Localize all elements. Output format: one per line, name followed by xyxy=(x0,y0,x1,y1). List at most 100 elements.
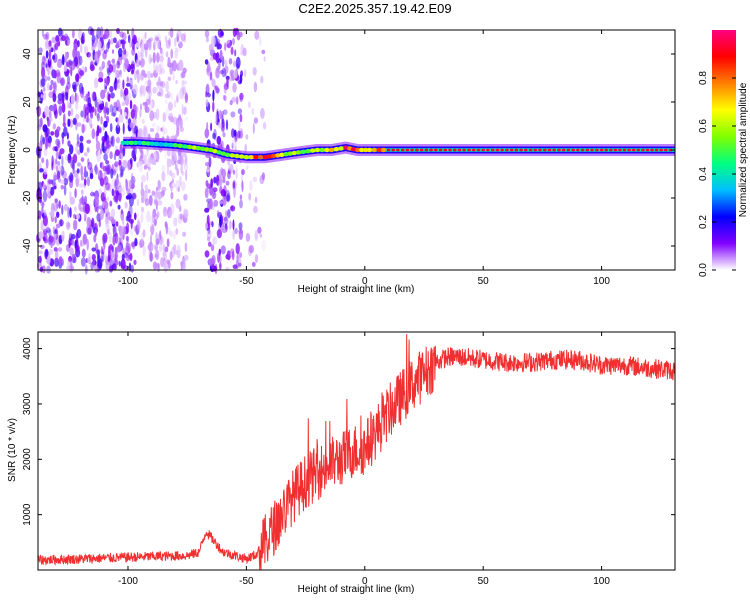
heatmap-cell xyxy=(221,56,225,68)
heatmap-cell xyxy=(232,228,235,240)
heatmap-cell xyxy=(39,266,43,272)
heatmap-cell xyxy=(164,35,168,43)
heatmap-cell xyxy=(225,180,230,186)
heatmap-cell xyxy=(251,107,255,115)
heatmap-cell xyxy=(207,227,211,235)
heatmap-cell xyxy=(61,136,64,145)
heatmap-cell xyxy=(75,175,80,185)
heatmap-cell xyxy=(168,210,174,219)
heatmap-cell xyxy=(112,37,117,44)
heatmap-cell xyxy=(142,125,147,137)
heatmap-cell xyxy=(120,165,124,176)
heatmap-cell xyxy=(72,84,77,93)
heatmap-cell xyxy=(95,249,101,255)
ridge-point xyxy=(609,148,613,152)
ridge-point xyxy=(283,152,289,157)
ridge-point xyxy=(371,147,377,153)
heatmap-cell xyxy=(232,169,236,175)
heatmap-cell xyxy=(168,37,171,46)
heatmap-cell xyxy=(116,136,120,144)
heatmap-cell xyxy=(205,36,209,43)
heatmap-cell xyxy=(43,236,46,241)
heatmap-cell xyxy=(100,116,103,125)
heatmap-cell xyxy=(156,125,160,133)
heatmap-cell xyxy=(99,177,105,187)
heatmap-cell xyxy=(143,43,147,51)
snr-xtick-label: -100 xyxy=(118,576,138,587)
ridge-point xyxy=(500,148,504,152)
heatmap-cell xyxy=(129,179,133,189)
heatmap-cell xyxy=(183,193,188,201)
heatmap-cell xyxy=(69,191,72,201)
heatmap-cell xyxy=(141,69,146,77)
heatmap-cell xyxy=(76,122,82,127)
heatmap-cell xyxy=(122,186,125,197)
heatmap-cell xyxy=(152,52,156,64)
heatmap-cell xyxy=(88,252,91,263)
heatmap-cell xyxy=(91,44,95,52)
heatmap-cell xyxy=(52,54,56,61)
heatmap-cell xyxy=(246,165,249,170)
heatmap-cell xyxy=(217,180,220,187)
heatmap-cell xyxy=(170,191,174,200)
heatmap-cell xyxy=(118,103,121,113)
heatmap-cell xyxy=(83,178,87,186)
heatmap-cell xyxy=(68,174,72,182)
heatmap-cell xyxy=(130,172,134,180)
heatmap-cell xyxy=(166,149,171,157)
heatmap-cell xyxy=(66,39,71,46)
heatmap-cell xyxy=(204,187,209,199)
snr-ytick-label: 3000 xyxy=(22,392,33,415)
heatmap-cell xyxy=(63,113,66,125)
ridge-point xyxy=(133,140,139,145)
heatmap-cell xyxy=(45,227,51,233)
heatmap-cell xyxy=(215,112,218,124)
ridge-point xyxy=(391,148,396,152)
heatmap-cell xyxy=(170,92,174,101)
heatmap-cell xyxy=(236,254,239,263)
heatmap-cell xyxy=(162,124,165,136)
ridge-point xyxy=(533,148,538,152)
heatmap-cell xyxy=(141,118,145,124)
heatmap-cell xyxy=(87,96,92,108)
heatmap-cell xyxy=(108,250,112,261)
heatmap-cell xyxy=(154,243,159,250)
heatmap-cell xyxy=(130,63,134,70)
heatmap-cell xyxy=(77,149,81,156)
heatmap-cell xyxy=(148,189,151,194)
heatmap-cell xyxy=(184,116,189,121)
heatmap-cell xyxy=(132,84,138,95)
heatmap-cell xyxy=(239,252,242,259)
heatmap-cell xyxy=(209,71,213,81)
heatmap-cell xyxy=(206,121,209,132)
heatmap-cell xyxy=(219,216,222,228)
heatmap-cell xyxy=(159,81,164,87)
colorbar-tick-label: 0.0 xyxy=(698,263,709,277)
heatmap-cell xyxy=(232,37,235,46)
heatmap-cell xyxy=(108,232,112,243)
heatmap-cell xyxy=(145,188,150,194)
heatmap-cell xyxy=(158,63,162,76)
heatmap-cell xyxy=(122,159,128,169)
heatmap-cell xyxy=(223,216,229,225)
ridge-point xyxy=(645,148,650,152)
ridge-point xyxy=(467,148,471,152)
heatmap-cell xyxy=(166,165,170,176)
ridge-point xyxy=(195,146,201,151)
heatmap-cell xyxy=(147,88,151,95)
heatmap-cell xyxy=(162,112,166,123)
heatmap-cell xyxy=(182,80,187,85)
heatmap-cell xyxy=(106,62,109,71)
ridge-point xyxy=(333,147,339,152)
heatmap-cell xyxy=(94,96,98,109)
heatmap-cell xyxy=(74,244,80,252)
heatmap-cell xyxy=(135,224,140,236)
heatmap-cell xyxy=(129,157,133,165)
heatmap-cell xyxy=(225,253,230,260)
heatmap-cell xyxy=(94,60,98,66)
heatmap-cell xyxy=(72,154,78,164)
heatmap-cell xyxy=(89,64,95,72)
snr-ytick-label: 4000 xyxy=(22,337,33,360)
heatmap-cell xyxy=(178,114,181,119)
heatmap-cell xyxy=(89,203,93,216)
